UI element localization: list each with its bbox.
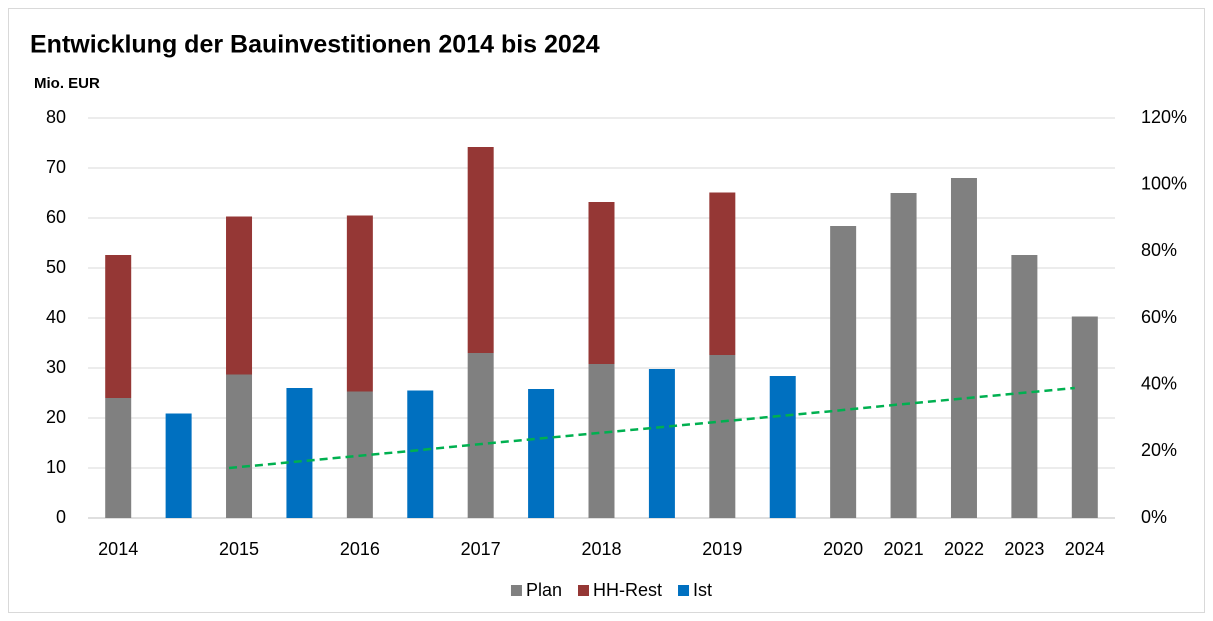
- y-tick-label: 80: [46, 107, 66, 127]
- legend-label: Plan: [526, 580, 562, 600]
- x-tick-label: 2020: [823, 539, 863, 559]
- y-tick-label: 30: [46, 357, 66, 377]
- y2-tick-label: 20%: [1141, 440, 1177, 460]
- x-tick-label: 2019: [702, 539, 742, 559]
- y-tick-label: 20: [46, 407, 66, 427]
- chart-title: Entwicklung der Bauinvestitionen 2014 bi…: [30, 31, 600, 59]
- bar: [709, 355, 736, 518]
- legend-swatch: [678, 585, 690, 596]
- bar: [588, 364, 615, 518]
- bar: [467, 147, 494, 353]
- bar: [346, 215, 373, 392]
- bar: [769, 376, 796, 518]
- bar: [1071, 316, 1098, 518]
- bar: [950, 178, 977, 518]
- bar: [286, 388, 313, 518]
- bar: [528, 389, 555, 518]
- bar: [105, 255, 132, 398]
- bar: [226, 374, 253, 518]
- bar: [588, 202, 615, 364]
- bar: [226, 216, 253, 375]
- y2-tick-label: 80%: [1141, 240, 1177, 260]
- x-tick-label: 2018: [581, 539, 621, 559]
- bar: [890, 193, 917, 518]
- y2-tick-label: 40%: [1141, 373, 1177, 393]
- x-tick-label: 2024: [1065, 539, 1105, 559]
- bar: [407, 390, 434, 518]
- legend-swatch: [578, 585, 589, 596]
- y2-tick-label: 120%: [1141, 107, 1187, 127]
- bar: [1011, 255, 1038, 518]
- y-axis-label: Mio. EUR: [34, 75, 100, 92]
- x-tick-label: 2014: [98, 539, 138, 559]
- y-tick-label: 0: [56, 507, 66, 527]
- x-tick-label: 2016: [340, 539, 380, 559]
- x-tick-label: 2022: [944, 539, 984, 559]
- x-tick-label: 2017: [461, 539, 501, 559]
- bar: [165, 413, 192, 518]
- y-tick-label: 10: [46, 457, 66, 477]
- y2-tick-label: 100%: [1141, 173, 1187, 193]
- x-tick-label: 2023: [1004, 539, 1044, 559]
- y2-tick-label: 0%: [1141, 507, 1167, 527]
- legend-label: HH-Rest: [593, 580, 662, 600]
- bar: [105, 398, 132, 518]
- bar: [648, 369, 675, 518]
- x-tick-label: 2015: [219, 539, 259, 559]
- trendline: [228, 386, 1075, 470]
- y-tick-label: 50: [46, 257, 66, 277]
- y-tick-label: 40: [46, 307, 66, 327]
- legend-swatch: [510, 585, 522, 596]
- bar: [467, 353, 494, 518]
- y2-tick-label: 60%: [1141, 307, 1177, 327]
- bar: [709, 192, 736, 355]
- y-tick-label: 60: [46, 207, 66, 227]
- legend-label: Ist: [693, 580, 712, 600]
- bar: [830, 226, 857, 518]
- y-tick-label: 70: [46, 157, 66, 177]
- x-tick-label: 2021: [884, 539, 924, 559]
